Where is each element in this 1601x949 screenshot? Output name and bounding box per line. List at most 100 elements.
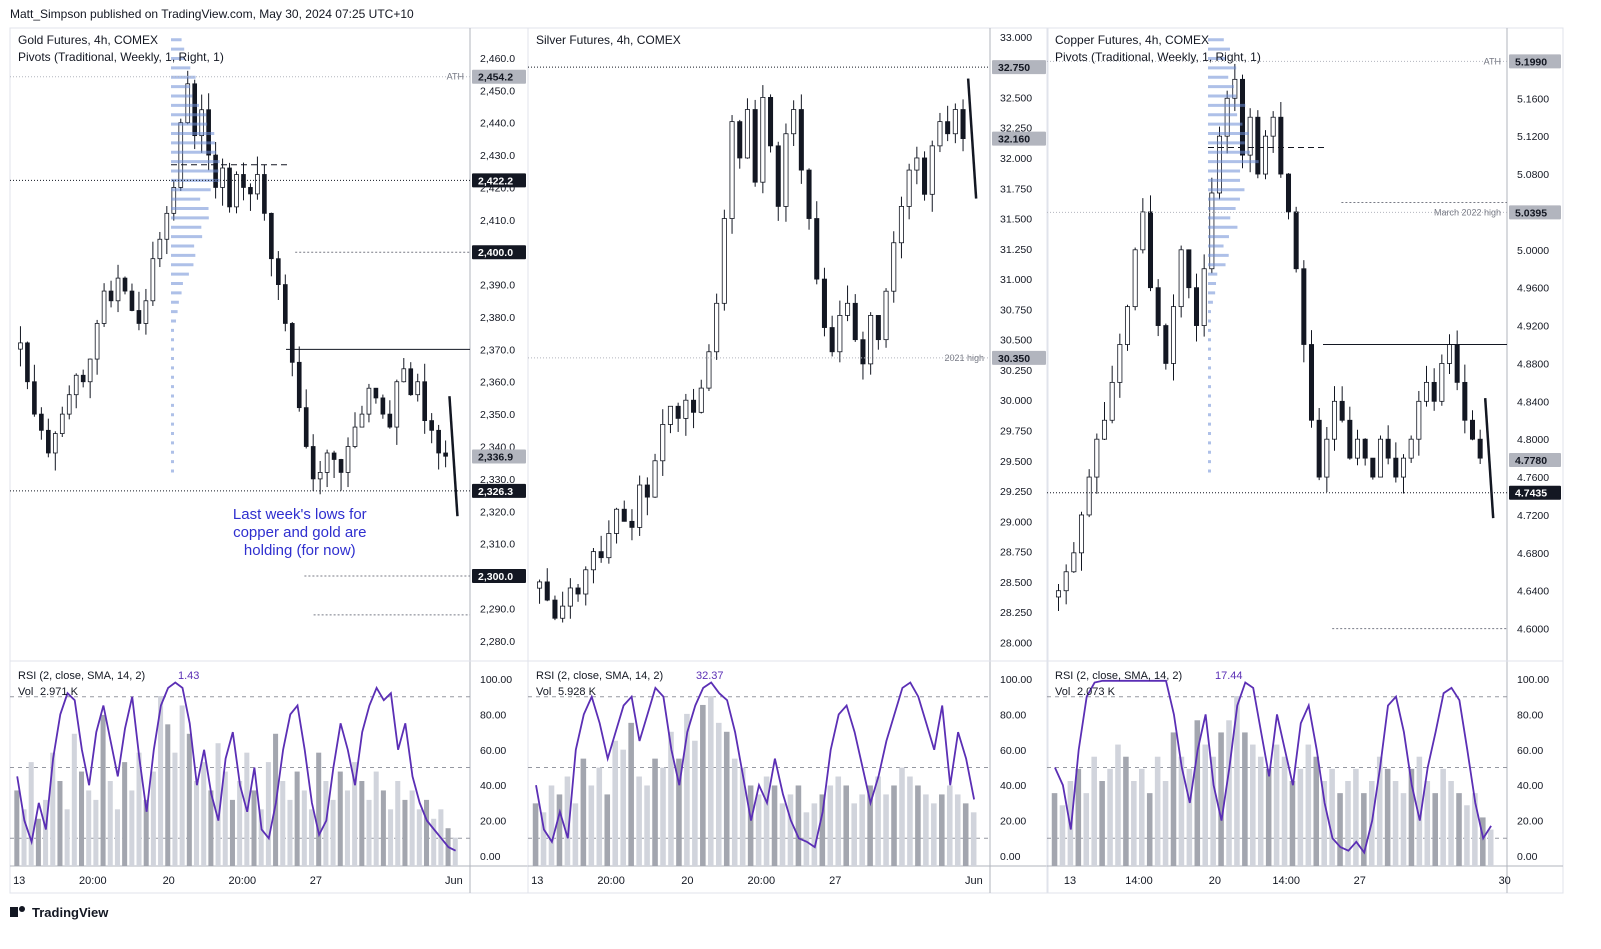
volume-profile-bar — [171, 103, 200, 107]
y-tick-label: 4.7600 — [1517, 472, 1549, 484]
volume-bar — [1170, 732, 1177, 866]
volume-bar — [668, 731, 674, 866]
volume-profile-bar — [1208, 432, 1211, 435]
x-tick-label: 20 — [681, 875, 693, 887]
volume-profile-bar — [171, 469, 174, 473]
candle-body — [255, 174, 260, 195]
candle-body — [1163, 325, 1169, 364]
projection-arrow — [1483, 398, 1495, 519]
volume-bar — [431, 818, 437, 866]
volume-bar — [100, 714, 106, 866]
y-tick-label: 32.500 — [1000, 92, 1032, 104]
x-tick-label: 13 — [13, 875, 25, 887]
tradingview-logo[interactable]: TradingView — [10, 905, 109, 920]
volume-bar — [787, 794, 794, 866]
volume-bar — [700, 704, 706, 866]
volume-profile-bar — [171, 244, 195, 248]
vol-label: Vol — [536, 686, 551, 698]
rsi-y-tick-label: 100.00 — [1517, 674, 1549, 686]
candle-body — [1331, 400, 1338, 440]
volume-bar — [28, 762, 34, 866]
candle-body — [821, 278, 827, 328]
volume-profile-bar — [1208, 403, 1211, 407]
rsi-line — [535, 681, 975, 849]
candle-body — [1285, 173, 1292, 213]
y-tick-label: 2,450.0 — [480, 85, 515, 97]
y-tick-label: 29.000 — [1000, 516, 1032, 528]
rsi-y-tick-label: 20.00 — [480, 816, 506, 828]
y-tick-label: 4.7200 — [1517, 510, 1549, 522]
rsi-y-tick-label: 100.00 — [480, 674, 512, 686]
volume-profile-bar — [1208, 85, 1234, 89]
candle-body — [1262, 135, 1269, 175]
volume-bar — [1257, 756, 1264, 866]
volume-profile-bar — [171, 319, 177, 323]
y-tick-label: 4.9600 — [1517, 283, 1549, 295]
volume-bar — [1226, 720, 1232, 866]
rsi-line — [1054, 679, 1492, 855]
volume-profile-bar — [171, 253, 196, 257]
candle-body — [544, 581, 550, 601]
volume-profile-bar — [171, 178, 220, 182]
y-tick-label: 2,390.0 — [480, 280, 515, 292]
candle-body — [1278, 116, 1284, 175]
volume-profile-bar — [171, 291, 182, 295]
y-tick-label: 2,290.0 — [480, 603, 515, 615]
y-tick-label: 4.8800 — [1517, 358, 1549, 370]
volume-bar — [907, 776, 913, 866]
volume-bar — [644, 785, 650, 866]
volume-bar — [899, 767, 905, 866]
price-badge-label: 2,336.9 — [478, 452, 513, 464]
rsi-label: RSI (2, close, SMA, 14, 2) — [1055, 670, 1182, 682]
candle-body — [583, 569, 589, 595]
y-tick-label: 4.6400 — [1517, 586, 1549, 598]
candle-body — [338, 459, 344, 473]
volume-profile-bar — [1208, 132, 1249, 135]
volume-profile-bar — [1208, 122, 1243, 126]
volume-bar — [1487, 829, 1494, 866]
volume-bar — [330, 799, 336, 866]
volume-profile-bar — [171, 150, 217, 154]
y-tick-label: 28.750 — [1000, 547, 1032, 559]
y-tick-label: 28.250 — [1000, 607, 1032, 619]
volume-profile-bar — [171, 160, 220, 164]
candle-body — [1170, 306, 1177, 364]
y-tick-label: 2,440.0 — [480, 118, 515, 130]
volume-profile-bar — [1208, 75, 1229, 79]
candle-body — [814, 218, 820, 280]
candle-body — [1094, 438, 1100, 478]
volume-bar — [179, 705, 185, 866]
volume-bar — [352, 762, 358, 866]
candle-body — [422, 381, 428, 422]
volume-profile-bar — [171, 328, 174, 332]
volume-bar — [380, 790, 386, 866]
volume-bar — [1440, 768, 1446, 866]
volume-bar — [763, 776, 770, 866]
candle-body — [101, 290, 107, 324]
candle-body — [1247, 116, 1253, 156]
volume-bar — [1472, 793, 1478, 866]
y-tick-label: 2,360.0 — [480, 377, 515, 389]
volume-bar — [939, 794, 945, 866]
candle-body — [667, 405, 673, 425]
volume-profile-bar — [1208, 160, 1259, 164]
volume-bar — [1139, 768, 1145, 866]
rsi-value: 1.43 — [178, 670, 199, 682]
volume-bar — [114, 809, 120, 866]
volume-bar — [107, 781, 113, 866]
projection-arrow — [966, 78, 978, 199]
volume-bar — [222, 771, 228, 866]
volume-bar — [143, 799, 149, 866]
candle-body — [227, 167, 232, 208]
y-tick-label: 2,370.0 — [480, 344, 515, 356]
candle-body — [1255, 116, 1261, 175]
volume-profile-bar — [1208, 94, 1237, 98]
volume-bar — [136, 752, 142, 866]
x-tick-label: 20 — [1209, 875, 1221, 887]
candle-body — [883, 290, 889, 341]
y-tick-label: 4.8000 — [1517, 434, 1549, 446]
y-tick-label: 5.0000 — [1517, 245, 1549, 257]
volume-profile-bar — [171, 441, 174, 445]
volume-profile-bar — [1208, 328, 1211, 332]
price-badge — [472, 245, 526, 260]
